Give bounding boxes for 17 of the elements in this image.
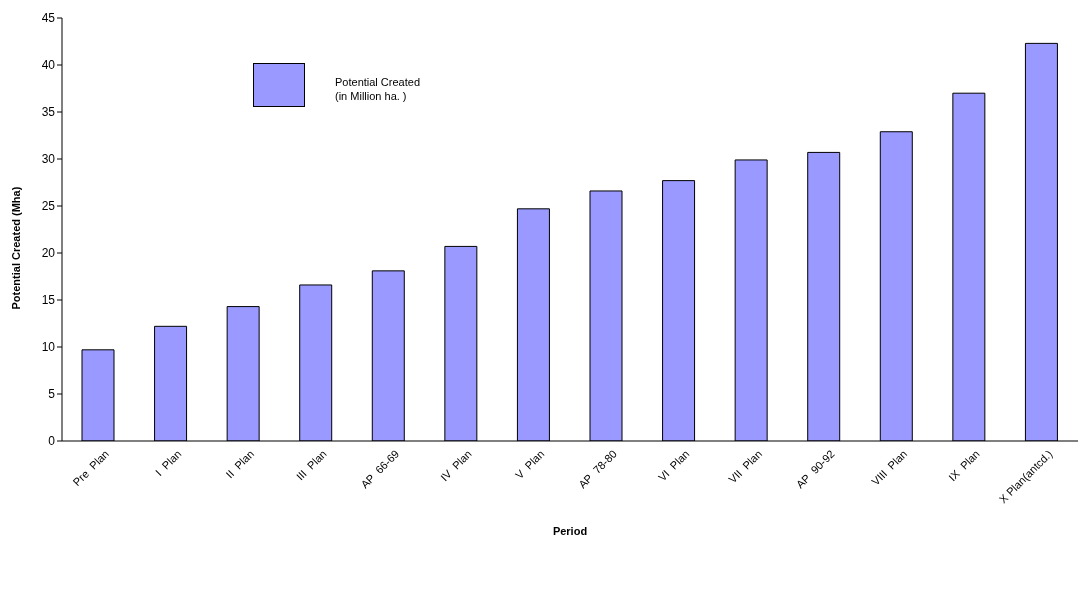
y-tick-label: 20 [41,246,56,261]
x-axis-title: Period [552,525,588,537]
text: Potential Created (in Million ha. ) [335,75,420,103]
y-tick-label: 15 [41,293,56,308]
x-tick-label: VII Plan [726,447,765,486]
y-tick-label: 45 [41,11,56,26]
y-tick-label: 0 [48,434,56,449]
y-tick-label: 40 [41,58,56,73]
y-tick-label: 25 [41,199,56,214]
y-tick-label: 30 [41,152,56,167]
x-tick-label: VIII Plan [869,447,910,488]
y-axis-title: Potential Created (Mha) [9,186,22,310]
y-tick-label: 5 [48,387,56,402]
x-tick-label: II Plan [223,447,257,481]
x-tick-label: Pre Plan [70,447,112,489]
y-tick-label: 10 [41,340,56,355]
y-tick-label: 35 [41,105,56,120]
